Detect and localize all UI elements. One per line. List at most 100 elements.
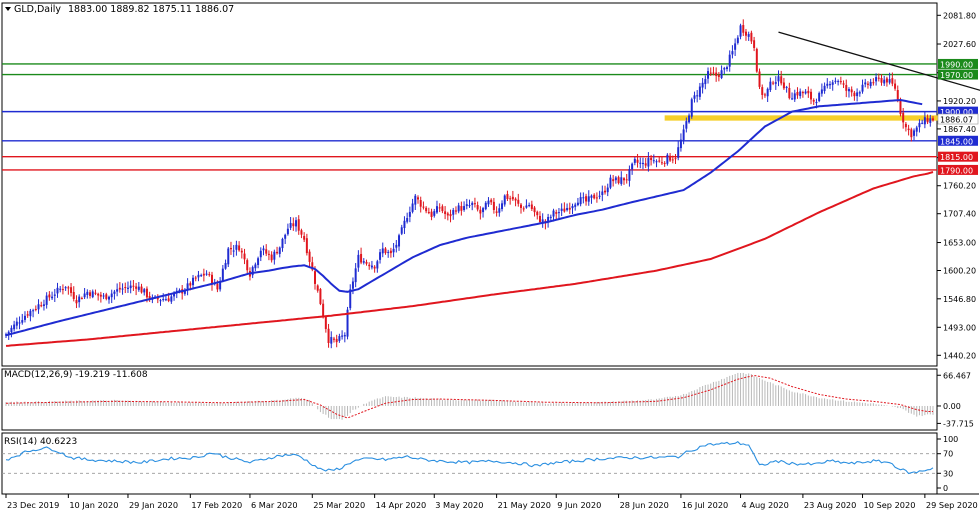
level-tag (938, 58, 978, 69)
candle-body (663, 162, 666, 164)
candle-body (376, 261, 379, 269)
macd-signal-line (6, 374, 933, 419)
candle-body (761, 87, 764, 95)
candle-body (26, 314, 29, 316)
candle-body (473, 203, 476, 205)
candle-body (593, 194, 596, 199)
candle-body (883, 79, 886, 84)
candle-body (370, 265, 373, 268)
candle-body (880, 78, 883, 83)
candle-body (625, 179, 628, 181)
rsi-label: RSI(14) 40.6223 (4, 437, 77, 447)
candle-body (753, 40, 756, 48)
candle-body (804, 91, 807, 94)
candle-body (506, 194, 509, 199)
time-tick-label: 6 Mar 2020 (251, 500, 298, 510)
candle-body (866, 83, 869, 85)
candle-body (324, 316, 327, 329)
candle-body (23, 315, 26, 320)
candle-body (555, 212, 558, 214)
candle-body (202, 273, 205, 276)
candle-body (251, 267, 254, 276)
candle-body (926, 118, 929, 123)
time-tick-label: 10 Jan 2020 (69, 500, 118, 510)
candle-body (59, 288, 62, 290)
candle-body (18, 322, 21, 324)
candle-body (463, 206, 466, 210)
candle-body (758, 71, 761, 87)
candle-body (121, 288, 124, 290)
candle-body (94, 292, 97, 294)
candle-body (595, 197, 598, 199)
candle-body (29, 310, 32, 317)
candle-body (97, 293, 100, 296)
candle-body (259, 250, 262, 258)
trendline (778, 31, 980, 91)
price-panel-frame (1, 2, 938, 367)
candle-body (685, 121, 688, 129)
candle-body (21, 320, 24, 323)
candle-body (522, 208, 525, 210)
candle-body (831, 82, 834, 85)
candle-body (777, 76, 780, 82)
candle-body (894, 83, 897, 89)
candle-body (15, 321, 18, 326)
candle-body (192, 277, 195, 286)
candle-body (116, 289, 119, 292)
candle-body (395, 244, 398, 248)
candle-body (145, 288, 148, 298)
level-tag-label: 1815.00 (940, 153, 973, 162)
candle-body (929, 118, 932, 123)
candle-body (688, 115, 691, 123)
candle-body (617, 177, 620, 184)
rsi-line (5, 441, 934, 475)
candle-body (782, 82, 785, 89)
symbol-title: GLD,Daily (14, 4, 61, 15)
candle-body (148, 296, 151, 299)
candle-body (449, 214, 452, 217)
candle-body (435, 206, 438, 213)
candle-body (660, 162, 663, 164)
candle-body (140, 286, 143, 293)
candle-body (837, 81, 840, 83)
candle-body (80, 298, 83, 300)
candle-body (614, 177, 617, 181)
candle-body (48, 294, 51, 298)
candle-body (739, 25, 742, 37)
price-tick-label: 2027.60 (943, 40, 976, 49)
candle-body (641, 162, 644, 165)
candle-body (793, 93, 796, 100)
ohlc-readout: 1883.00 1889.82 1875.11 1886.07 (68, 4, 234, 15)
ma50-line (5, 98, 923, 337)
candle-body (265, 249, 268, 254)
candle-body (186, 283, 189, 291)
candle-body (839, 81, 842, 83)
candle-body (533, 207, 536, 213)
candle-body (343, 335, 346, 337)
time-tick-label: 29 Sep 2020 (926, 500, 978, 510)
candle-body (707, 71, 710, 79)
candle-body (679, 139, 682, 149)
collapse-triangle-icon[interactable] (5, 7, 11, 11)
candle-body (896, 90, 899, 100)
candle-body (482, 208, 485, 213)
price-tick-label: 1867.40 (943, 125, 976, 134)
candle-body (812, 99, 815, 102)
candle-body (438, 207, 441, 209)
candle-body (693, 95, 696, 99)
candle-body (574, 204, 577, 207)
candle-body (807, 90, 810, 94)
candle-body (517, 199, 520, 204)
candle-body (400, 227, 403, 234)
candle-body (365, 261, 368, 264)
candle-body (452, 209, 455, 215)
candle-body (492, 201, 495, 210)
candle-body (915, 127, 918, 132)
candle-body (411, 203, 414, 212)
candle-body (232, 250, 235, 252)
candle-body (552, 210, 555, 217)
candle-body (156, 297, 159, 300)
candle-body (536, 211, 539, 216)
candle-body (89, 292, 92, 296)
candle-body (856, 92, 859, 97)
